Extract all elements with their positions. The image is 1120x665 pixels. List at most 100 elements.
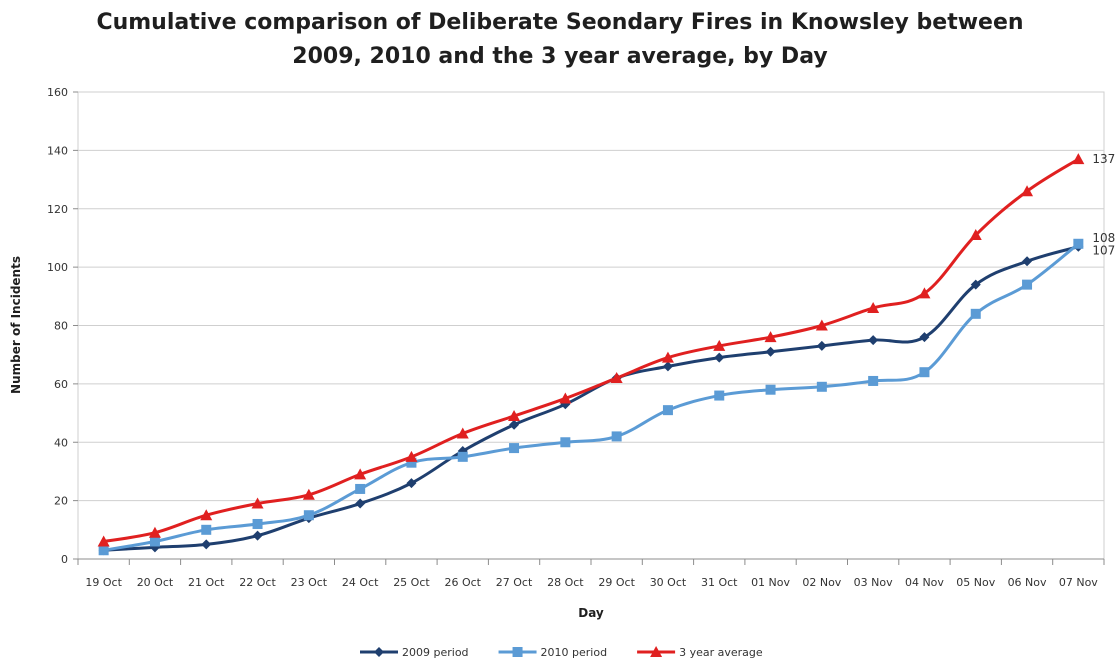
y-tick-label: 40 [54,436,68,449]
series-lines [97,153,1085,556]
data-point [252,518,263,529]
data-point [868,375,879,386]
x-tick-label: 28 Oct [547,576,584,589]
legend-label: 2009 period [402,646,469,659]
x-tick-label: 29 Oct [598,576,635,589]
series-2010-period [98,238,1084,556]
data-point [509,419,520,430]
data-point [1022,256,1033,267]
x-tick-label: 24 Oct [342,576,379,589]
legend-label: 2010 period [541,646,608,659]
data-point [456,427,469,439]
legend-item: 3 year average [637,646,763,659]
data-point [765,384,776,395]
data-point [148,526,161,538]
x-tick-label: 03 Nov [854,576,893,589]
x-tick-label: 26 Oct [444,576,481,589]
x-tick-label: 27 Oct [496,576,533,589]
data-point [355,498,366,509]
data-point [1022,279,1033,290]
legend-item: 2009 period [360,646,469,659]
data-point [714,352,725,363]
data-point [201,524,212,535]
data-point [355,483,366,494]
data-point [303,510,314,521]
data-point [97,535,110,547]
data-point [714,390,725,401]
data-point [662,361,673,372]
data-point [98,545,109,556]
y-tick-label: 120 [47,203,68,216]
data-point [662,405,673,416]
legend-item: 2010 period [498,646,608,659]
x-tick-label: 19 Oct [85,576,122,589]
data-point [457,451,468,462]
data-point [610,372,623,384]
x-tick-label: 22 Oct [239,576,276,589]
y-axis-label: Number of Incidents [9,256,23,394]
y-tick-label: 60 [54,378,68,391]
chart-title-line-1: Cumulative comparison of Deliberate Seon… [96,10,1024,35]
y-tick-label: 100 [47,261,68,274]
x-tick-label: 25 Oct [393,576,430,589]
series-3-year-average [97,153,1085,547]
end-value-label: 137 [1092,152,1115,166]
y-tick-label: 140 [47,144,68,157]
x-tick-label: 04 Nov [905,576,944,589]
data-point [201,539,212,550]
x-tick-label: 30 Oct [650,576,687,589]
data-point [970,308,981,319]
data-point [1073,238,1084,249]
data-point [252,530,263,541]
legend-label: 3 year average [679,646,763,659]
x-tick-labels: 19 Oct 20 Oct 21 Oct 22 Oct 23 Oct 24 Oct 25 O… [77,558,1105,589]
data-point [919,332,930,343]
data-point [816,381,827,392]
data-point [1021,185,1034,197]
data-point [661,351,674,363]
data-point [611,431,622,442]
legend-marker [374,647,384,657]
y-tick-labels: 0 20 40 60 80 100 120 140 160 [47,86,78,566]
data-point [149,536,160,547]
end-value-label: 107 [1092,244,1115,258]
data-point [867,301,880,313]
legend-marker [512,647,523,657]
data-point [815,319,828,331]
x-tick-label: 01 Nov [751,576,790,589]
data-point [405,450,418,462]
x-tick-label: 31 Oct [701,576,738,589]
data-point [970,279,981,290]
x-tick-label: 21 Oct [188,576,225,589]
x-tick-label: 02 Nov [802,576,841,589]
data-point [764,331,777,343]
data-point [918,287,931,299]
x-tick-label: 05 Nov [956,576,995,589]
x-tick-label: 20 Oct [137,576,174,589]
data-point [868,335,879,346]
end-value-label: 108 [1092,231,1115,245]
x-tick-label: 06 Nov [1008,576,1047,589]
chart-title-line-2: 2009, 2010 and the 3 year average, by Da… [292,44,828,69]
data-point [406,478,417,489]
data-point [969,229,982,241]
data-point [200,509,213,521]
legend-marker [650,646,663,657]
data-point [559,392,572,404]
data-point [302,488,315,500]
data-point [508,409,521,421]
data-point [919,367,930,378]
data-point [560,437,571,448]
x-tick-label: 23 Oct [291,576,328,589]
data-point [816,340,827,351]
y-tick-label: 80 [54,320,68,333]
data-point [713,339,726,351]
y-tick-label: 0 [61,553,68,566]
y-tick-label: 160 [47,86,68,99]
legend: 2009 period 2010 period 3 year average [360,646,763,659]
data-point [251,497,264,509]
data-point [1072,153,1085,165]
